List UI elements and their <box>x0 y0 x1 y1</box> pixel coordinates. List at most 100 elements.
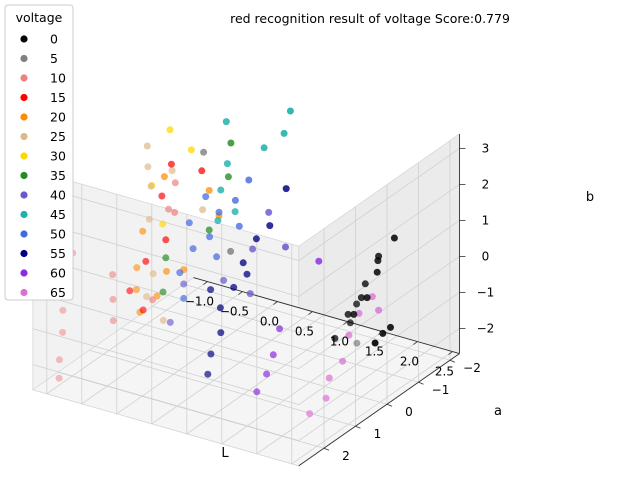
data-point-15 <box>158 192 166 200</box>
data-point-0 <box>361 280 369 288</box>
data-point-65 <box>375 306 383 314</box>
grid-line-z <box>32 220 460 334</box>
data-point-0 <box>331 334 339 342</box>
axes-panes <box>31 133 461 467</box>
x-tick-mark <box>203 281 208 285</box>
data-point-55 <box>243 270 251 278</box>
x-tick-mark <box>238 291 243 295</box>
data-point-55 <box>282 185 290 193</box>
grid-line-x <box>81 184 243 405</box>
x-tick-label: −0.5 <box>220 305 249 319</box>
z-tick-label: 0 <box>482 249 490 263</box>
data-point-10 <box>165 205 173 213</box>
data-point-10 <box>149 296 156 304</box>
data-point-55 <box>239 259 247 267</box>
data-point-65 <box>322 394 330 402</box>
data-point-35 <box>224 173 232 181</box>
grid-line-z <box>32 292 460 406</box>
data-point-10 <box>109 317 117 325</box>
legend-marker-15 <box>20 93 28 102</box>
data-point-65 <box>339 357 347 365</box>
legend-marker-65 <box>20 288 28 297</box>
data-point-5 <box>353 339 361 347</box>
data-point-50 <box>215 208 223 216</box>
data-point-0 <box>371 339 379 347</box>
legend-label-45: 45 <box>50 207 66 222</box>
x-tick-label: −1.0 <box>185 295 214 309</box>
legend-marker-30 <box>20 152 28 160</box>
y-axis-label: a <box>494 404 502 419</box>
data-point-10 <box>171 179 179 187</box>
x-tick-mark <box>413 341 418 345</box>
data-point-30 <box>187 146 195 154</box>
legend-label-25: 25 <box>50 129 66 144</box>
x-tick-mark <box>448 351 453 355</box>
legend-marker-0 <box>20 35 28 43</box>
y-tick-label: 0 <box>405 405 413 419</box>
data-point-0 <box>353 300 361 308</box>
data-point-0 <box>363 294 371 302</box>
legend-marker-25 <box>20 132 28 141</box>
data-point-50 <box>206 233 214 241</box>
legend-label-0: 0 <box>50 32 58 47</box>
data-point-15 <box>167 160 175 168</box>
x-tick-label: 1.0 <box>330 335 349 349</box>
grid-line-z <box>32 328 460 442</box>
data-point-15 <box>198 167 206 175</box>
data-point-0 <box>350 310 358 318</box>
data-point-60 <box>263 370 271 378</box>
data-point-40 <box>180 280 188 288</box>
data-point-25 <box>159 316 167 324</box>
grid-line-x <box>151 204 313 425</box>
grid-line-x <box>186 214 348 435</box>
data-point-10 <box>55 356 63 364</box>
x-tick-mark <box>378 331 383 335</box>
data-point-55 <box>252 235 260 243</box>
data-point-25 <box>168 167 176 175</box>
tick-labels: −1.0 −0.5 0.0 0.5 1.0 1.5 2.0 2.5 −2 −1 0 1 2 −2 −1 0 1 2… <box>185 141 494 463</box>
z-tick-label: −1 <box>477 285 495 299</box>
y-tick-label: −1 <box>432 383 450 397</box>
x-tick-mark <box>273 301 278 305</box>
data-point-35 <box>162 254 170 262</box>
data-point-10 <box>171 208 179 216</box>
grid-line-z <box>32 148 460 262</box>
data-point-25 <box>147 182 155 190</box>
axis-lines <box>193 134 460 467</box>
data-point-0 <box>374 257 382 265</box>
z-axis-label: b <box>586 190 594 205</box>
data-point-65 <box>355 309 363 317</box>
y-tick-label: −2 <box>463 361 481 375</box>
legend-marker-35 <box>20 171 28 180</box>
data-point-55 <box>217 329 225 337</box>
y-tick-mark <box>323 447 330 451</box>
y-tick-label: 2 <box>342 449 350 463</box>
legend-label-50: 50 <box>50 227 66 242</box>
data-point-25 <box>143 293 151 301</box>
data-point-20 <box>153 292 161 300</box>
x-tick-label: 2.0 <box>400 355 419 369</box>
z-tick-label: 2 <box>482 177 490 191</box>
data-point-10 <box>109 295 117 303</box>
data-point-0 <box>387 323 394 331</box>
data-point-45 <box>223 160 231 168</box>
data-point-60 <box>269 351 277 359</box>
legend-label-5: 5 <box>50 51 58 66</box>
data-point-50 <box>235 222 243 230</box>
data-point-65 <box>325 374 333 382</box>
chart-title: red recognition result of voltage Score:… <box>230 11 510 26</box>
data-point-15 <box>142 257 150 265</box>
legend-label-10: 10 <box>50 71 66 86</box>
data-point-50 <box>185 219 193 227</box>
data-point-5 <box>200 148 208 156</box>
grid-line-z <box>32 184 460 298</box>
data-point-0 <box>344 310 352 318</box>
legend: voltage 0 5 10 15 20 25 30 35 40 45 50 55 60 65 <box>4 4 74 301</box>
data-point-65 <box>368 293 376 301</box>
legend-marker-50 <box>20 230 28 238</box>
legend-title: voltage <box>16 10 63 25</box>
data-point-5 <box>227 247 235 255</box>
data-point-10 <box>59 306 67 314</box>
y-tick-mark <box>386 403 393 407</box>
data-point-55 <box>204 370 212 378</box>
